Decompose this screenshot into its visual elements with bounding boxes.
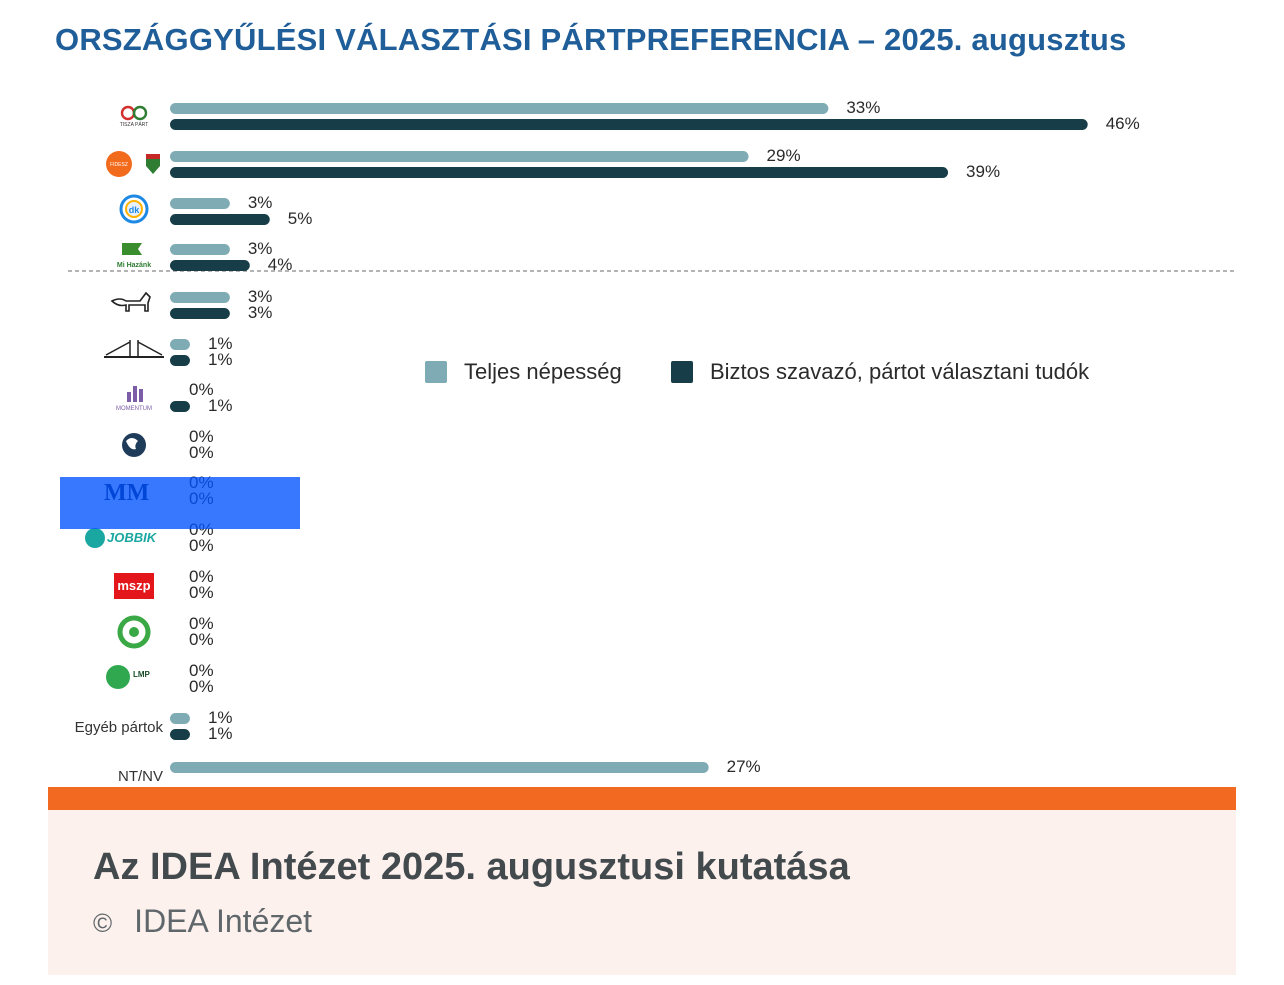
value-label-s1-7: 0%	[189, 443, 214, 462]
legend-swatch-1	[671, 361, 693, 383]
footer-caption-box	[48, 810, 1236, 975]
value-label-s1-4: 3%	[248, 303, 273, 322]
value-label-s0-7: 0%	[189, 427, 214, 446]
value-label-s1-13: 1%	[208, 724, 233, 743]
svg-text:dk: dk	[129, 205, 140, 215]
value-label-s0-4: 3%	[248, 287, 273, 306]
credit-text: IDEA Intézet	[134, 903, 313, 939]
value-label-s1-0: 46%	[1106, 114, 1140, 133]
fidesz-kdnp-logo: FIDESZ	[106, 151, 160, 177]
mi-hazank-logo: Mi Hazánk	[117, 243, 151, 269]
legend-swatch-0	[425, 361, 447, 383]
value-label-s0-10: 0%	[189, 567, 214, 586]
svg-text:LMP: LMP	[133, 670, 151, 679]
bar-s0-3	[170, 244, 230, 255]
bar-s0-0	[170, 103, 829, 114]
lmp-logo: LMP	[106, 665, 151, 689]
value-label-s1-12: 0%	[189, 677, 214, 696]
tisza-part-logo: TISZA PÁRT	[120, 105, 149, 128]
image-credit: © IDEA Intézet	[93, 903, 312, 940]
value-label-s1-6: 1%	[208, 396, 233, 415]
image-caption: Az IDEA Intézet 2025. augusztusi kutatás…	[93, 846, 850, 888]
value-label-s0-13: 1%	[208, 708, 233, 727]
value-label-s0-3: 3%	[248, 239, 273, 258]
bar-s1-2	[170, 214, 270, 225]
value-label-s0-2: 3%	[248, 193, 273, 212]
bar-s0-4	[170, 292, 230, 303]
bar-s0-2	[170, 198, 230, 209]
value-label-s0-14: 27%	[727, 757, 761, 776]
value-label-s0-6: 0%	[189, 380, 214, 399]
bar-s1-1	[170, 167, 949, 178]
svg-text:TISZA PÁRT: TISZA PÁRT	[120, 121, 149, 128]
svg-text:NT/NV: NT/NV	[118, 768, 163, 785]
value-label-s0-12: 0%	[189, 661, 214, 680]
copyright-icon: ©	[93, 908, 113, 938]
bridge-party-logo	[104, 340, 164, 358]
value-label-s0-1: 29%	[767, 146, 801, 165]
category-label-14: NT/NV	[118, 768, 163, 785]
bar-s0-13	[170, 713, 190, 724]
legend-label-1: Biztos szavazó, pártot választani tudók	[710, 359, 1090, 384]
value-label-s1-10: 0%	[189, 583, 214, 602]
value-label-s0-5: 1%	[208, 334, 233, 353]
footer-accent-bar	[48, 787, 1236, 810]
value-label-s0-11: 0%	[189, 614, 214, 633]
svg-text:Mi Hazánk: Mi Hazánk	[117, 262, 151, 269]
bar-s1-3	[170, 260, 250, 271]
category-label-13: Egyéb pártok	[75, 719, 164, 736]
bar-s0-5	[170, 339, 190, 350]
dk-logo: dk	[119, 194, 149, 224]
value-label-s0-0: 33%	[846, 98, 880, 117]
bar-s1-5	[170, 355, 190, 366]
svg-text:JOBBIK: JOBBIK	[107, 530, 158, 545]
legend-label-0: Teljes népesség	[464, 359, 622, 384]
bar-s0-1	[170, 151, 749, 162]
bar-chart: 33%29%3%3%3%1%0%0%0%0%0%0%0%1%27%46%39%5…	[68, 98, 1236, 785]
bar-s1-0	[170, 119, 1088, 130]
selection-highlight	[60, 477, 300, 529]
svg-text:Egyéb pártok: Egyéb pártok	[75, 719, 164, 736]
value-label-s1-1: 39%	[966, 162, 1000, 181]
mkkp-dog-logo	[110, 291, 151, 312]
bar-s1-4	[170, 308, 230, 319]
bar-s1-6	[170, 401, 190, 412]
value-label-s1-3: 4%	[268, 255, 293, 274]
svg-text:FIDESZ: FIDESZ	[110, 162, 128, 168]
mszp-logo: mszp	[114, 573, 154, 599]
value-label-s1-11: 0%	[189, 630, 214, 649]
momentum-logo: MOMENTUM	[116, 386, 152, 412]
svg-text:mszp: mszp	[117, 578, 150, 593]
jobbik-logo: JOBBIK	[85, 528, 158, 548]
value-label-s1-5: 1%	[208, 350, 233, 369]
bar-s1-13	[170, 729, 190, 740]
chart-title: ORSZÁGGYŰLÉSI VÁLASZTÁSI PÁRTPREFERENCIA…	[55, 22, 1127, 57]
bar-s0-14	[170, 762, 709, 773]
svg-text:MOMENTUM: MOMENTUM	[116, 406, 152, 412]
value-label-s1-2: 5%	[288, 209, 313, 228]
green-party-logo	[117, 615, 151, 649]
globe-party-logo	[122, 433, 146, 457]
value-label-s1-9: 0%	[189, 536, 214, 555]
